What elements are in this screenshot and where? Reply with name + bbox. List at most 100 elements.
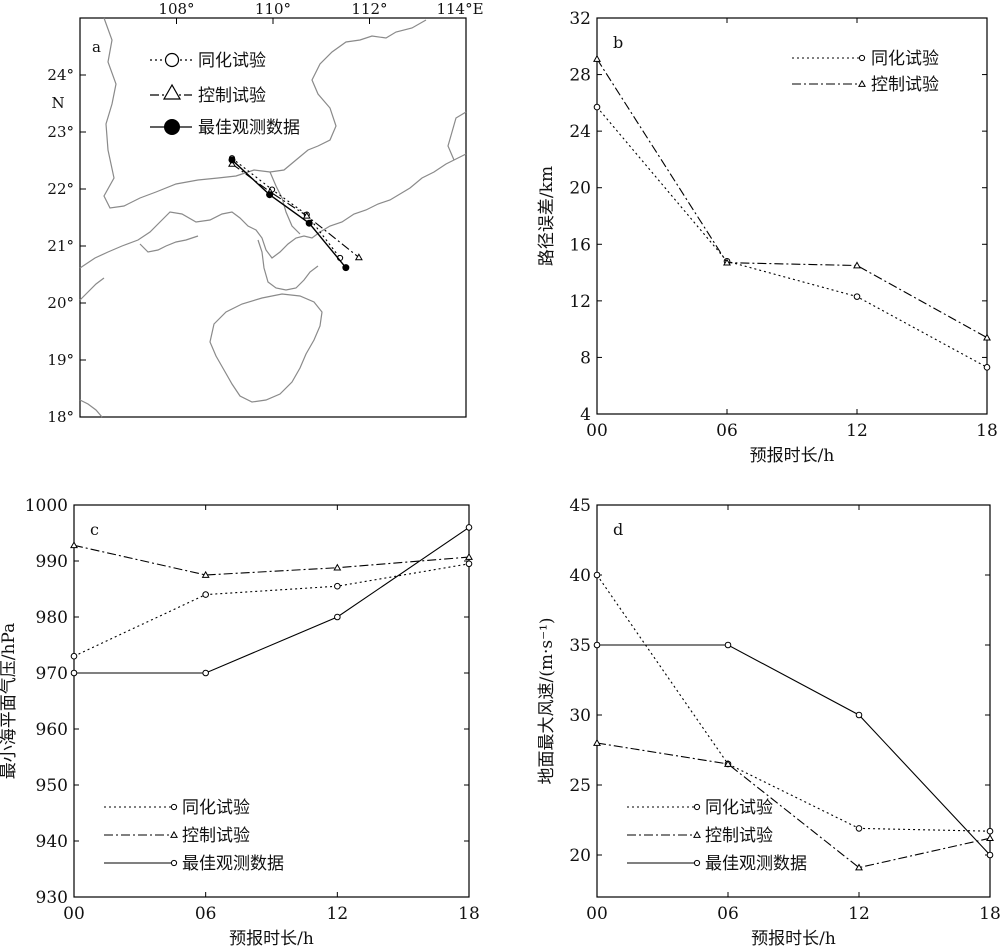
legend-label: 控制试验 [182,826,250,846]
x-axis-label: 预报时长/h [750,446,835,466]
data-series [593,103,991,371]
y-tick-label: 12 [569,292,591,312]
y-tick-label: 1000 [25,496,68,516]
data-series [70,560,473,660]
data-point [465,552,473,560]
data-point [986,834,994,842]
legend-label: 控制试验 [705,826,773,846]
series-line [73,563,470,657]
x-axis-label: 预报时长/h [751,929,836,949]
lat-tick-label: 23° [47,123,74,141]
x-tick-label: 18 [979,904,1000,924]
y-tick-label: 35 [569,636,591,656]
coastline-line [139,235,199,253]
legend-marker [858,54,866,62]
legend-marker [693,859,701,867]
plot-frame [596,17,988,415]
x-tick-label: 06 [717,904,739,924]
data-point [333,563,342,571]
map-frame [79,17,467,418]
y-tick-label: 20 [569,846,591,866]
x-tick-label: 00 [586,904,608,924]
y-axis-label: 最小海平面气压/hPa [0,623,19,780]
legend-label: 控制试验 [871,75,939,95]
lat-tick-label: 21° [47,237,74,255]
track-point [228,159,236,167]
y-tick-label: 32 [569,9,591,29]
data-point [853,261,861,269]
legend-marker [164,119,180,135]
x-tick-label: 18 [976,421,998,441]
y-tick-label: 25 [569,776,591,796]
y-tick-label: 980 [36,608,68,628]
legend-label: 同化试验 [705,798,773,818]
track-point [305,219,313,227]
track-point [266,191,274,199]
coastline-line [79,399,103,418]
legend-label: 控制试验 [198,86,266,106]
data-point [983,333,991,341]
legend-marker [170,830,178,838]
track-point [228,156,236,164]
coastline-line [79,153,467,269]
data-point [986,851,994,859]
panel-letter: d [613,520,623,539]
data-point [593,54,601,62]
lon-tick-label: 114°E [436,0,483,18]
series-line [74,526,470,674]
legend-label: 最佳观测数据 [198,118,300,138]
data-point [593,641,601,649]
x-tick-label: 00 [586,421,608,441]
panel-letter: c [90,520,99,539]
data-point [465,560,473,568]
y-tick-label: 40 [569,566,591,586]
border-line [447,111,467,161]
legend-marker [170,859,178,867]
track-point [302,211,311,219]
lat-tick-label: 20° [47,294,74,312]
data-series [593,641,994,859]
lon-tick-label: 112° [351,0,387,18]
data-point [855,711,863,719]
data-point [202,669,209,677]
legend-label: 同化试验 [871,49,939,69]
series-line [73,544,470,576]
lat-tick-label: 19° [47,351,74,369]
y-tick-label: 24 [569,122,591,142]
data-point [724,641,732,649]
data-point [983,364,991,371]
y-tick-label: 28 [569,66,591,86]
legend-label: 最佳观测数据 [705,854,807,874]
coastline-line [257,239,319,291]
track-line [231,157,341,259]
x-tick-label: 06 [716,421,738,441]
data-series [70,541,473,578]
y-tick-label: 990 [36,552,68,572]
panel-c-chart: 930 940 950 960 970 980 990 1000 00 06 12 18 预报时长/h 最… [0,496,480,949]
y-axis-label: 地面最大风速/(m·s⁻¹) [537,617,557,784]
data-series [593,54,991,341]
lat-unit-label: N [51,94,64,112]
legend-marker [693,830,701,838]
panel-a-map: 108° 110° 112° 114°E 18° 19° 20° 21° 22° 23° 24° Na… [47,0,483,426]
coastline-line [79,277,105,301]
y-tick-label: 940 [36,832,68,852]
x-tick-label: 18 [458,904,480,924]
data-point [70,652,78,660]
data-series [593,738,994,871]
data-point [70,669,78,677]
legend-label: 同化试验 [198,51,266,71]
data-point [465,524,473,531]
y-tick-label: 8 [580,348,591,368]
y-tick-label: 20 [569,179,591,199]
lon-tick-label: 108° [158,0,194,18]
track-line [231,159,347,269]
data-point [853,293,861,300]
data-point [724,759,732,767]
y-tick-label: 30 [569,706,591,726]
legend-marker [858,79,866,87]
data-point [334,613,341,621]
